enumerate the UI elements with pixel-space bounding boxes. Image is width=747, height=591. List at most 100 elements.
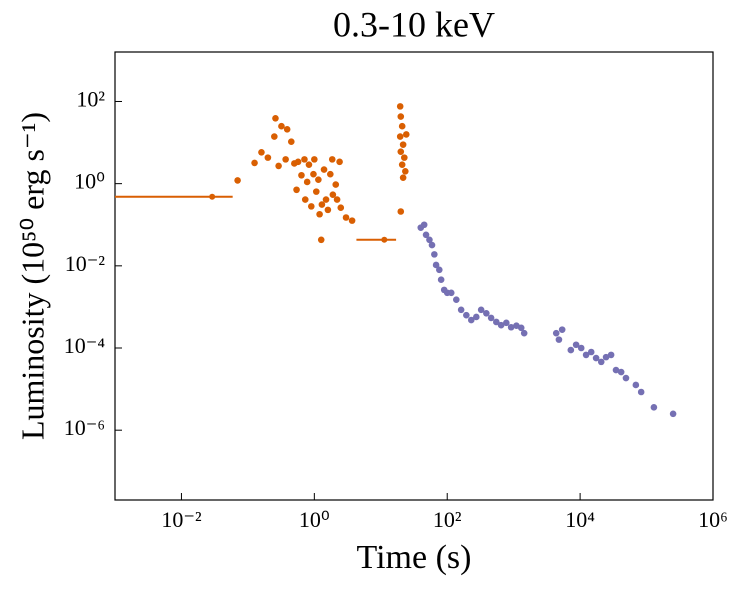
data-point	[324, 206, 332, 214]
data-point	[436, 266, 443, 274]
data-point	[301, 196, 309, 203]
data-point	[587, 348, 595, 356]
data-point	[283, 126, 291, 133]
data-point	[432, 261, 440, 269]
data-point	[301, 156, 308, 163]
data-point	[234, 177, 241, 184]
data-point	[632, 381, 640, 389]
data-point	[420, 221, 428, 229]
data-point	[282, 156, 289, 163]
data-point	[322, 196, 330, 203]
data-point	[650, 404, 658, 411]
data-point	[577, 344, 585, 352]
data-point	[467, 316, 475, 324]
data-point	[329, 191, 337, 198]
data-point	[275, 162, 282, 170]
data-point	[483, 309, 490, 317]
data-point	[607, 351, 615, 359]
data-point	[503, 319, 510, 327]
data-point	[396, 103, 404, 110]
data-point	[617, 368, 625, 376]
data-point	[572, 341, 580, 349]
chart-title: 0.3-10 keV	[333, 4, 495, 44]
data-point	[251, 159, 258, 167]
y-tick-label: 10⁻⁶	[64, 415, 105, 440]
data-point	[317, 236, 325, 244]
data-point	[348, 217, 356, 224]
data-point	[637, 388, 645, 396]
data-point	[271, 133, 278, 140]
data-point	[303, 178, 311, 186]
data-point	[332, 181, 340, 188]
plot-frame	[114, 51, 714, 501]
data-point	[402, 131, 410, 138]
data-point	[342, 214, 350, 221]
data-point	[453, 296, 460, 303]
data-point	[457, 306, 465, 314]
data-point	[272, 114, 279, 122]
data-point	[337, 204, 345, 211]
data-point	[477, 306, 485, 314]
data-point	[298, 171, 305, 179]
data-point	[669, 410, 677, 418]
data-point	[258, 148, 265, 156]
data-point	[381, 236, 388, 243]
data-point	[264, 154, 272, 161]
x-tick-label: 10⁰	[299, 507, 330, 532]
data-point	[316, 210, 323, 218]
data-point	[209, 193, 216, 200]
y-tick-label: 10⁰	[74, 169, 105, 194]
x-axis-label: Time (s)	[357, 539, 472, 576]
data-point	[307, 203, 315, 210]
data-point	[602, 353, 610, 361]
data-point	[287, 138, 295, 145]
data-point	[397, 208, 405, 215]
data-point	[447, 289, 455, 297]
data-point	[312, 188, 320, 195]
data-point	[310, 170, 317, 178]
data-point	[497, 321, 505, 329]
data-point	[278, 122, 285, 130]
data-point	[294, 158, 302, 166]
data-point	[428, 241, 436, 249]
data-point	[327, 170, 334, 178]
data-point	[318, 201, 326, 208]
x-tick-label: 10⁴	[565, 507, 595, 532]
data-point	[402, 167, 409, 175]
data-point	[305, 161, 313, 168]
data-point	[517, 324, 525, 332]
y-tick-label: 10²	[76, 87, 105, 112]
x-tick-label: 10⁶	[698, 507, 728, 532]
data-point	[398, 122, 406, 130]
data-point	[320, 166, 328, 173]
data-point	[311, 156, 318, 163]
data-point	[473, 313, 480, 321]
data-point	[422, 231, 430, 239]
data-point	[612, 366, 620, 374]
data-point	[558, 326, 566, 333]
data-point	[463, 311, 470, 319]
y-tick-label: 10⁻²	[65, 251, 106, 276]
data-point	[555, 336, 563, 343]
data-point	[399, 174, 407, 181]
data-point	[431, 251, 438, 258]
data-point	[396, 133, 404, 140]
data-point	[567, 346, 575, 354]
data-point	[597, 358, 605, 366]
data-point	[293, 186, 300, 194]
x-tick-label: 10⁻²	[161, 507, 202, 532]
data-point	[426, 236, 433, 244]
data-point	[397, 113, 405, 120]
data-point	[399, 141, 407, 148]
data-point	[552, 329, 560, 337]
data-point	[401, 154, 408, 161]
y-tick-label: 10⁻⁴	[64, 333, 106, 358]
data-point	[507, 323, 515, 331]
data-point	[493, 318, 500, 326]
data-point	[315, 176, 322, 183]
data-point	[622, 374, 630, 382]
data-point	[437, 276, 445, 283]
y-axis-label: Luminosity (10⁵⁰ erg s⁻¹)	[14, 112, 50, 440]
data-point	[592, 354, 600, 362]
